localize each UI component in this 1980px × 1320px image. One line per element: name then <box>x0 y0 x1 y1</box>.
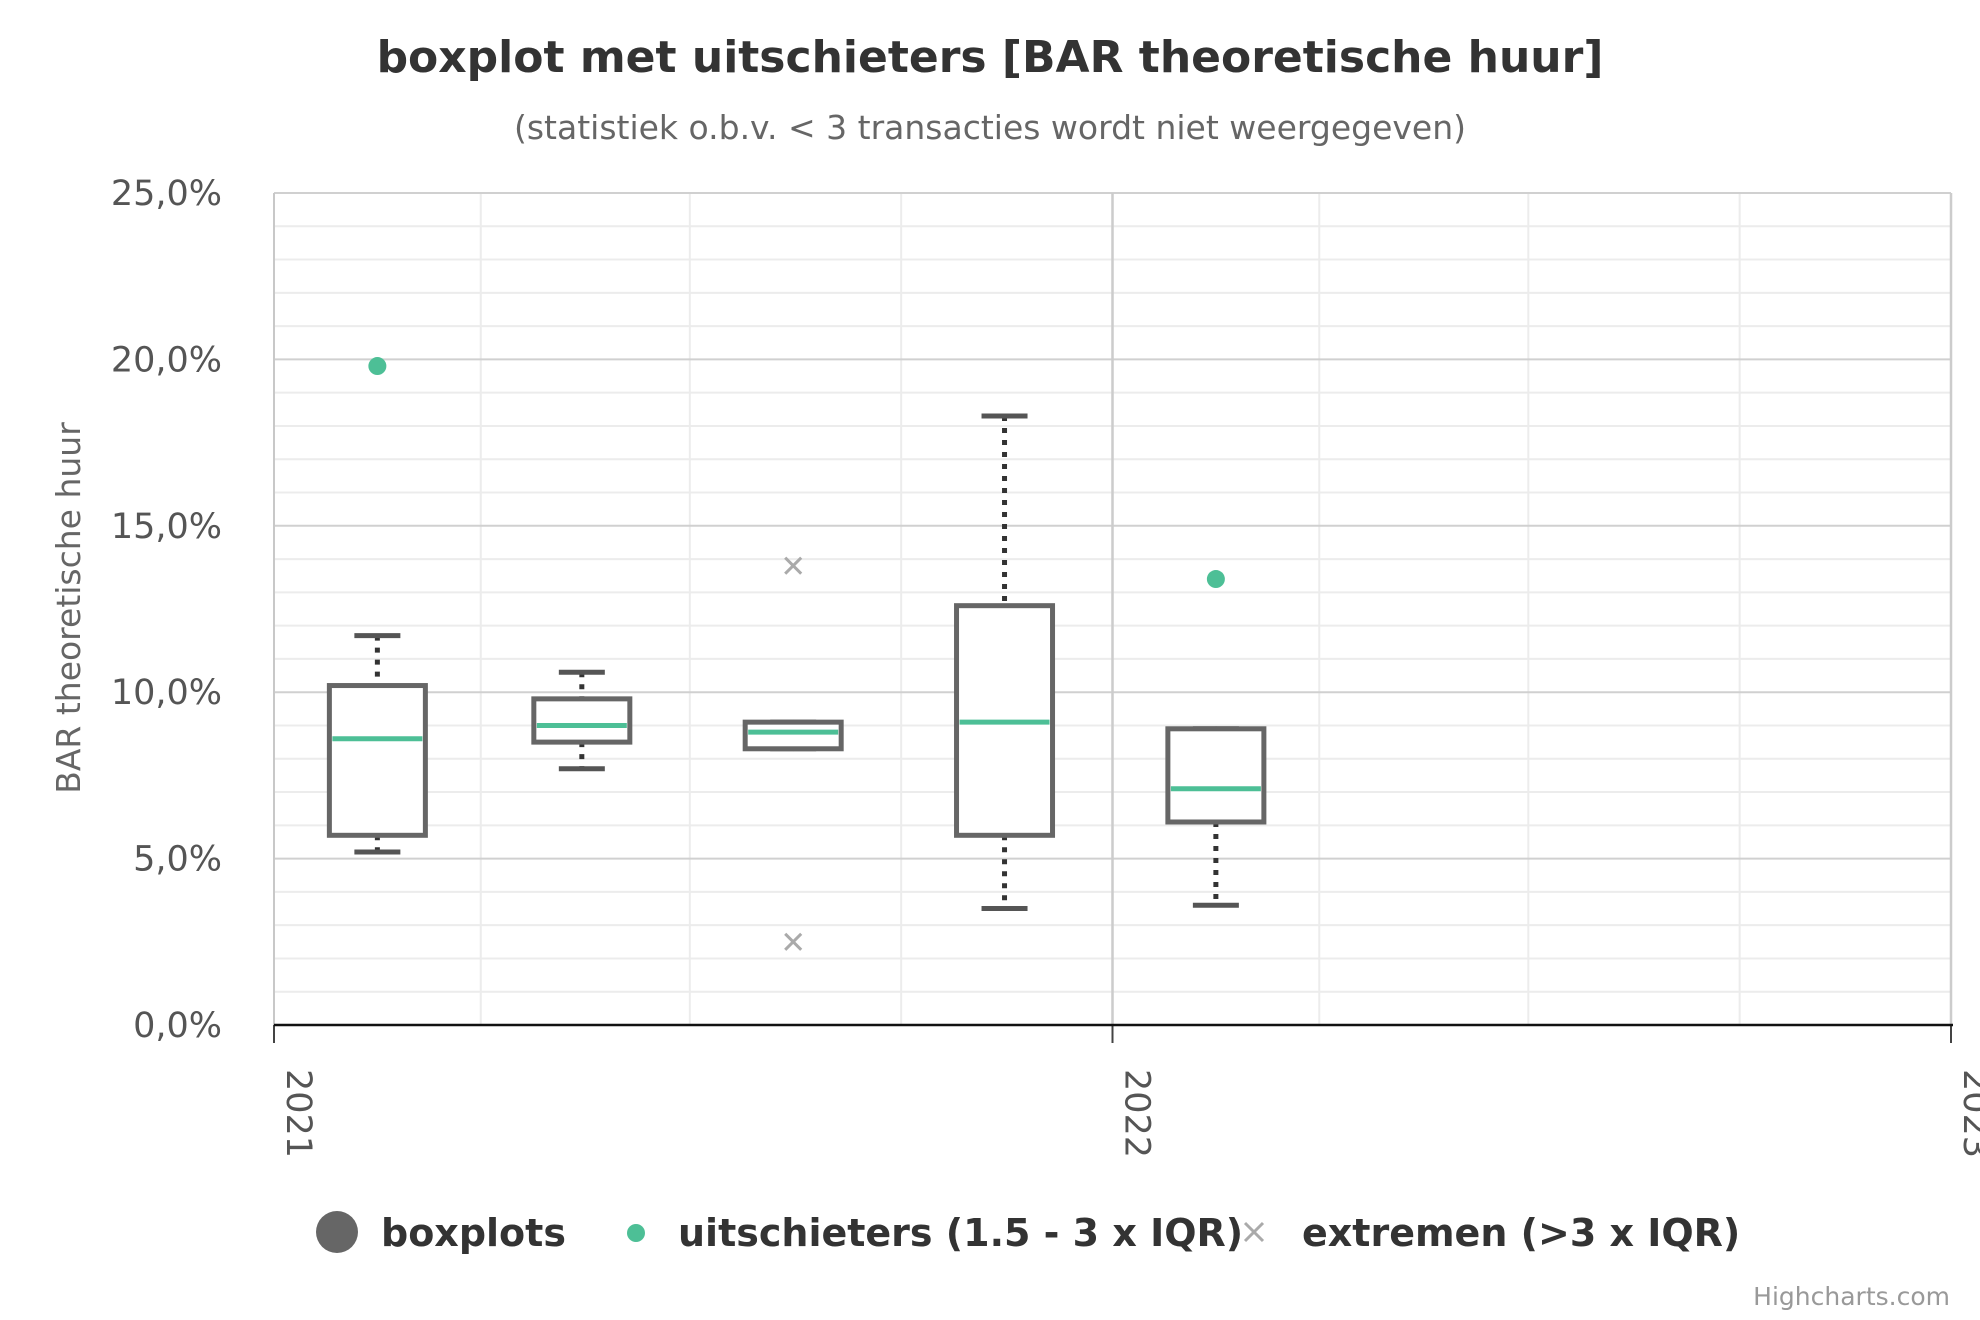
box <box>326 683 428 838</box>
y-tick-label: 25,0% <box>111 174 222 214</box>
x-tick-label: 2021 <box>278 1069 318 1158</box>
legend-item-boxplots[interactable]: boxplots <box>316 1211 566 1255</box>
y-tick-label: 10,0% <box>111 673 222 713</box>
y-tick-label: 20,0% <box>111 340 222 380</box>
outlier-point <box>368 357 387 376</box>
boxplot <box>1165 726 1267 908</box>
legend-item-uitschieters[interactable]: uitschieters (1.5 - 3 x IQR) <box>627 1211 1243 1255</box>
chart-title: boxplot met uitschieters [BAR theoretisc… <box>377 32 1604 83</box>
legend: boxplots uitschieters (1.5 - 3 x IQR) ex… <box>316 1211 1740 1255</box>
legend-item-extremen[interactable]: extremen (>3 x IQR) <box>1243 1211 1740 1255</box>
x-tick-label: 2023 <box>1955 1069 1980 1158</box>
y-axis-label: BAR theoretische huur <box>49 422 88 794</box>
boxplot <box>954 413 1056 912</box>
y-tick-label: 5,0% <box>133 840 222 880</box>
legend-label-boxplots: boxplots <box>381 1211 566 1255</box>
extreme-point <box>784 556 803 575</box>
outlier-point <box>1206 570 1225 589</box>
box <box>1165 726 1267 825</box>
boxplot <box>531 669 633 772</box>
chart-subtitle: (statistiek o.b.v. < 3 transacties wordt… <box>514 108 1466 147</box>
boxplot <box>742 719 844 752</box>
box <box>531 696 633 745</box>
x-tick-label: 2022 <box>1117 1069 1157 1158</box>
legend-symbol-boxplots <box>316 1211 358 1253</box>
legend-label-extremen: extremen (>3 x IQR) <box>1302 1211 1740 1255</box>
extreme-stroke <box>784 932 803 951</box>
credits-link[interactable]: Highcharts.com <box>1753 1282 1950 1311</box>
y-tick-label: 15,0% <box>111 507 222 547</box>
legend-symbol-uitschieters <box>627 1224 645 1242</box>
y-axis-ticks: 0,0% 5,0% 10,0% 15,0% 20,0% 25,0% <box>111 174 222 1046</box>
y-tick-label: 0,0% <box>133 1006 222 1046</box>
boxplot <box>326 633 428 855</box>
x-axis-ticks: 2021 2022 2023 <box>273 1025 1980 1158</box>
box <box>742 719 844 752</box>
extreme-stroke <box>784 556 803 575</box>
extreme-point <box>784 932 803 951</box>
major-gridlines <box>273 192 1953 1025</box>
legend-label-uitschieters: uitschieters (1.5 - 3 x IQR) <box>678 1211 1243 1255</box>
plot-series <box>326 357 1267 951</box>
legend-symbol-extremen <box>1243 1221 1265 1243</box>
